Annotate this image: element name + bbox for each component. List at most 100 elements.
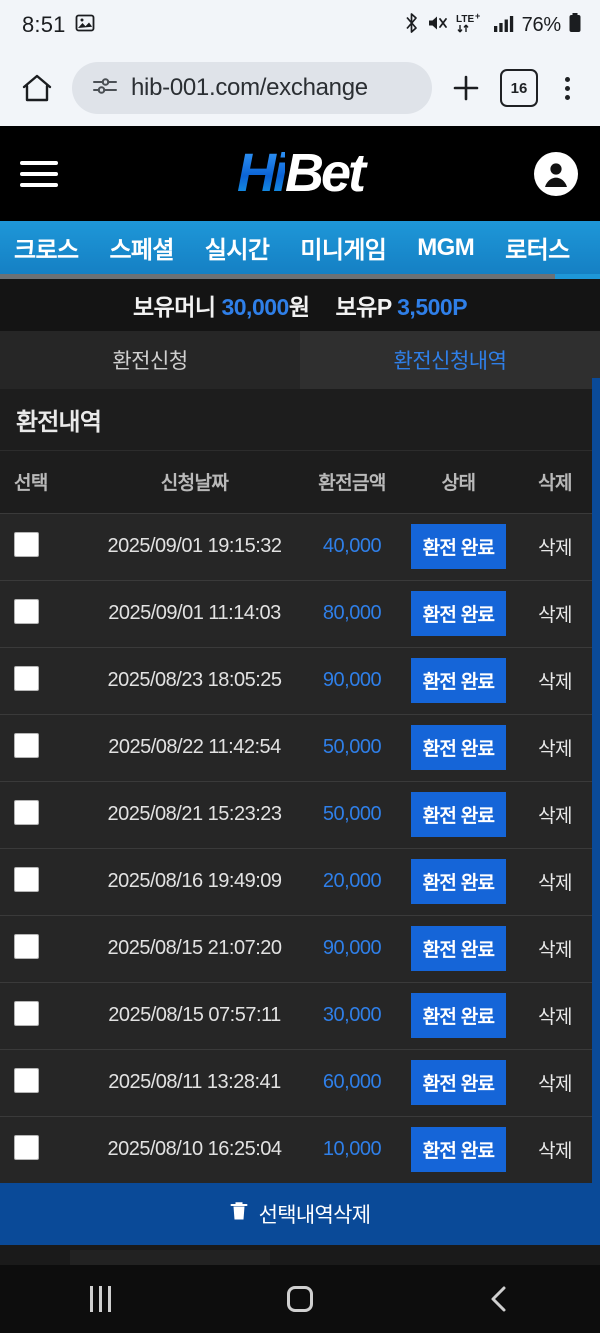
row-status-cell: 환전 완료 <box>407 1115 510 1183</box>
site-logo: HiBet <box>0 126 600 221</box>
row-delete-button[interactable]: 삭제 <box>510 646 600 714</box>
row-amount: 20,000 <box>297 847 407 915</box>
table-row: 2025/08/22 11:42:54 50,000 환전 완료 삭제 <box>0 713 600 781</box>
row-checkbox[interactable] <box>14 1067 39 1093</box>
address-bar-url: hib-001.com/exchange <box>131 74 368 101</box>
delete-selected-button[interactable]: 선택내역삭제 <box>0 1183 600 1245</box>
row-delete-button[interactable]: 삭제 <box>510 914 600 982</box>
row-checkbox[interactable] <box>14 665 39 691</box>
row-delete-button[interactable]: 삭제 <box>510 1115 600 1183</box>
balance-point-value: 3,500 <box>397 294 453 320</box>
row-delete-button[interactable]: 삭제 <box>510 981 600 1049</box>
bluetooth-icon <box>403 12 420 39</box>
row-amount: 60,000 <box>297 1048 407 1116</box>
mute-icon <box>427 13 449 38</box>
row-status-cell: 환전 완료 <box>407 780 510 848</box>
nav-item-minigame[interactable]: 미니게임 <box>300 237 387 264</box>
table-row: 2025/09/01 11:14:03 80,000 환전 완료 삭제 <box>0 579 600 647</box>
more-vertical-icon[interactable] <box>552 68 582 108</box>
exchange-tabs: 환전신청 환전신청내역 <box>0 331 600 389</box>
row-select-cell[interactable] <box>0 1115 92 1183</box>
table-body: 2025/09/01 19:15:32 40,000 환전 완료 삭제 2025… <box>0 512 600 1183</box>
row-amount: 90,000 <box>297 646 407 714</box>
svg-text:LTE: LTE <box>456 14 474 25</box>
status-badge[interactable]: 환전 완료 <box>410 725 507 770</box>
svg-text:+: + <box>475 12 480 21</box>
table-header: 선택 신청날짜 환전금액 상태 삭제 <box>0 451 600 513</box>
row-delete-button[interactable]: 삭제 <box>510 1048 600 1116</box>
hamburger-icon[interactable] <box>20 160 58 187</box>
status-badge[interactable]: 환전 완료 <box>410 926 507 971</box>
status-badge[interactable]: 환전 완료 <box>410 993 507 1038</box>
nav-item-live[interactable]: 실시간 <box>204 237 270 264</box>
status-bar: 8:51 LTE + 76% <box>0 0 600 50</box>
row-delete-button[interactable]: 삭제 <box>510 780 600 848</box>
row-checkbox[interactable] <box>14 866 39 892</box>
user-account-icon[interactable] <box>534 151 578 196</box>
row-select-cell[interactable] <box>0 1048 92 1116</box>
vertical-scrollbar[interactable] <box>592 378 600 1205</box>
row-status-cell: 환전 완료 <box>407 1048 510 1116</box>
tab-exchange-request[interactable]: 환전신청 <box>0 331 300 389</box>
row-select-cell[interactable] <box>0 512 92 580</box>
recents-icon[interactable] <box>60 1265 140 1333</box>
home-icon[interactable] <box>16 67 58 109</box>
balance-point: 보유P 3,500P <box>336 288 468 322</box>
row-delete-button[interactable]: 삭제 <box>510 579 600 647</box>
nav-item-mgm[interactable]: MGM <box>417 233 475 261</box>
row-checkbox[interactable] <box>14 531 39 557</box>
status-badge[interactable]: 환전 완료 <box>410 591 507 636</box>
balance-money-label: 보유머니 <box>132 294 216 320</box>
trash-icon <box>230 1201 248 1227</box>
status-badge[interactable]: 환전 완료 <box>410 1127 507 1173</box>
row-date: 2025/08/15 07:57:11 <box>92 981 297 1049</box>
row-select-cell[interactable] <box>0 914 92 982</box>
row-select-cell[interactable] <box>0 847 92 915</box>
plus-icon[interactable] <box>446 68 486 108</box>
row-delete-button[interactable]: 삭제 <box>510 512 600 580</box>
main-nav: 크로스 스페셜 실시간 미니게임 MGM 로터스 BET3 <box>0 221 600 274</box>
row-checkbox[interactable] <box>14 933 39 959</box>
status-badge[interactable]: 환전 완료 <box>410 859 507 904</box>
image-icon <box>75 13 95 38</box>
table-row: 2025/08/15 21:07:20 90,000 환전 완료 삭제 <box>0 914 600 982</box>
status-badge[interactable]: 환전 완료 <box>410 792 507 837</box>
status-badge[interactable]: 환전 완료 <box>410 658 507 703</box>
tab-exchange-history[interactable]: 환전신청내역 <box>300 331 600 389</box>
row-select-cell[interactable] <box>0 780 92 848</box>
row-checkbox[interactable] <box>14 1000 39 1026</box>
status-badge[interactable]: 환전 완료 <box>410 1060 507 1105</box>
row-checkbox[interactable] <box>14 1134 39 1160</box>
row-select-cell[interactable] <box>0 646 92 714</box>
table-row: 2025/08/11 13:28:41 60,000 환전 완료 삭제 <box>0 1048 600 1116</box>
tab-count-button[interactable]: 16 <box>500 69 538 107</box>
balance-bar: 보유머니 30,000원 보유P 3,500P <box>0 279 600 331</box>
status-bar-right: LTE + 76% <box>403 11 582 39</box>
row-delete-button[interactable]: 삭제 <box>510 713 600 781</box>
row-checkbox[interactable] <box>14 598 39 624</box>
row-select-cell[interactable] <box>0 713 92 781</box>
row-select-cell[interactable] <box>0 579 92 647</box>
status-badge[interactable]: 환전 완료 <box>410 524 507 569</box>
row-checkbox[interactable] <box>14 732 39 758</box>
row-delete-button[interactable]: 삭제 <box>510 847 600 915</box>
nav-item-special[interactable]: 스페셜 <box>109 237 174 264</box>
nav-item-cross[interactable]: 크로스 <box>14 237 79 264</box>
table-row: 2025/08/10 16:25:04 10,000 환전 완료 삭제 <box>0 1115 600 1183</box>
row-checkbox[interactable] <box>14 799 39 825</box>
row-select-cell[interactable] <box>0 981 92 1049</box>
home-square-icon[interactable] <box>260 1265 340 1333</box>
address-bar[interactable]: hib-001.com/exchange <box>72 62 432 114</box>
nav-item-lotus[interactable]: 로터스 <box>505 237 570 264</box>
row-status-cell: 환전 완료 <box>407 512 510 580</box>
logo-text-bet: Bet <box>284 143 366 203</box>
delete-selected-label: 선택내역삭제 <box>258 1204 371 1227</box>
site-header: HiBet <box>0 126 600 221</box>
exchange-history-panel: 환전내역 선택 신청날짜 환전금액 상태 삭제 2025/09/01 19:15… <box>0 389 600 1245</box>
column-header-status: 상태 <box>407 451 510 513</box>
balance-money-unit: 원 <box>288 294 310 320</box>
page-info-icon[interactable] <box>92 76 118 101</box>
back-chevron-icon[interactable] <box>460 1265 540 1333</box>
row-date: 2025/08/23 18:05:25 <box>92 646 297 714</box>
row-amount: 10,000 <box>297 1115 407 1183</box>
